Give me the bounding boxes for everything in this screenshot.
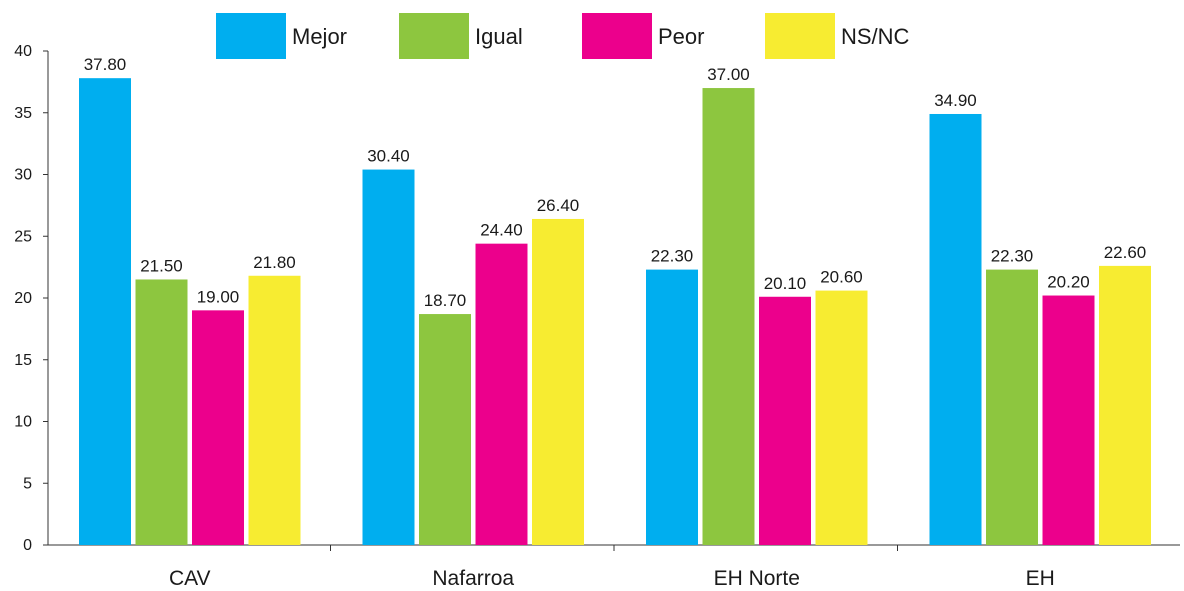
- data-label: 34.90: [934, 91, 977, 110]
- bar: [1099, 265, 1151, 545]
- bar: [759, 296, 811, 545]
- bar: [929, 113, 982, 546]
- x-category-label: EH Norte: [714, 567, 800, 590]
- y-axis: 0 5 10 15 20 25 30 35 40: [14, 43, 49, 554]
- data-label: 20.20: [1047, 273, 1090, 292]
- bars: [79, 78, 1151, 546]
- bar: [1042, 295, 1095, 545]
- x-category-label: Nafarroa: [432, 567, 514, 590]
- y-tick-label: 25: [14, 228, 32, 245]
- y-tick-label: 15: [14, 352, 32, 369]
- bar: [79, 78, 131, 546]
- legend-label: NS/NC: [841, 24, 910, 49]
- y-tick-label: 20: [14, 290, 32, 307]
- bar: [986, 269, 1038, 545]
- x-category-label: EH: [1026, 567, 1055, 590]
- data-label: 20.10: [764, 274, 807, 293]
- legend-swatch: [216, 13, 286, 59]
- y-tick-label: 0: [23, 537, 32, 554]
- data-label: 18.70: [424, 291, 467, 310]
- bar: [702, 88, 755, 546]
- data-label: 21.80: [253, 253, 296, 272]
- y-tick-label: 5: [23, 475, 32, 492]
- legend-label: Peor: [658, 24, 704, 49]
- data-label: 22.30: [651, 247, 694, 266]
- bar: [248, 275, 301, 545]
- data-label: 20.60: [820, 268, 863, 287]
- bar: [192, 310, 244, 545]
- data-label: 37.00: [707, 65, 750, 84]
- y-tick-label: 40: [14, 43, 32, 60]
- legend-swatch: [582, 13, 652, 59]
- data-label: 22.30: [991, 247, 1034, 266]
- legend-swatch: [765, 13, 835, 59]
- x-category-label: CAV: [169, 567, 211, 590]
- bar: [646, 269, 698, 545]
- data-label: 26.40: [537, 196, 580, 215]
- legend: Mejor Igual Peor NS/NC: [216, 13, 910, 59]
- data-label: 19.00: [197, 287, 240, 306]
- y-tick-label: 30: [14, 167, 32, 184]
- legend-label: Igual: [475, 24, 523, 49]
- data-label: 24.40: [480, 221, 523, 240]
- bar: [532, 218, 584, 545]
- data-label: 30.40: [367, 147, 410, 166]
- legend-swatch: [399, 13, 469, 59]
- bar: [135, 279, 188, 545]
- y-tick-label: 35: [14, 105, 32, 122]
- y-tick-label: 10: [14, 414, 32, 431]
- bar: [362, 169, 415, 545]
- bar: [419, 314, 471, 545]
- x-axis: CAV Nafarroa EH Norte EH: [48, 544, 1180, 590]
- bar: [815, 290, 868, 545]
- data-label: 21.50: [140, 256, 183, 275]
- value-labels: 37.80 21.50 19.00 21.80 30.40 18.70 24.40 26.40…: [84, 55, 1147, 310]
- legend-label: Mejor: [292, 24, 347, 49]
- data-label: 22.60: [1104, 243, 1147, 262]
- data-label: 37.80: [84, 55, 127, 74]
- bar: [475, 243, 528, 545]
